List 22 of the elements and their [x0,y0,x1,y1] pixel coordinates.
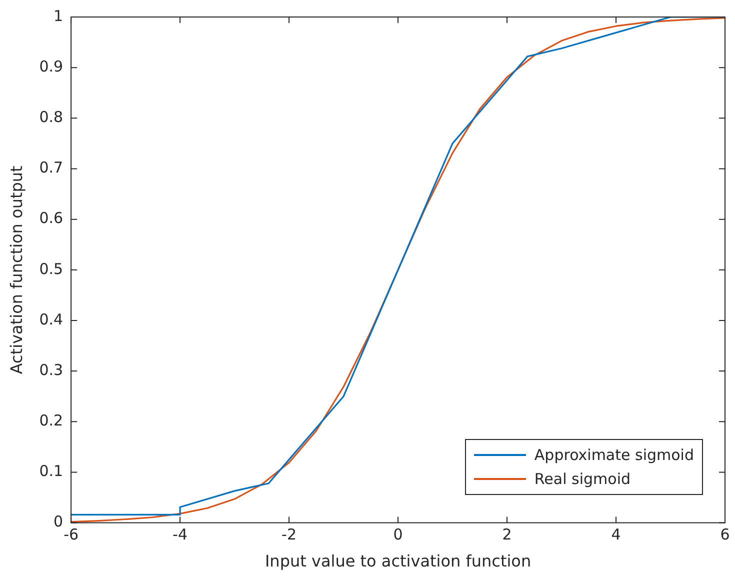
y-axis-title: Activation function output [6,166,26,374]
x-tick-label: -2 [282,526,297,544]
x-tick-label: 2 [502,526,512,544]
x-tick-label: -6 [64,526,79,544]
y-tick-label: 1 [54,6,64,25]
y-tick-label: 0.9 [39,57,64,76]
y-tick-label: 0.3 [39,360,64,379]
y-tick-label: 0 [54,512,64,531]
y-tick-label: 0.2 [39,412,64,430]
x-tick-label: -4 [172,526,188,544]
legend-label: Approximate sigmoid [534,446,694,464]
legend-label: Real sigmoid [534,470,631,488]
y-tick-label: 0.4 [39,310,64,328]
x-tick-label: 6 [720,526,730,544]
x-axis-title: Input value to activation function [264,552,532,571]
y-tick-label: 0.1 [39,462,64,480]
y-tick-label: 0.7 [39,158,64,177]
x-tick-label: 4 [611,526,621,544]
y-tick-label: 0.6 [39,209,64,228]
x-tick-label: 0 [393,526,403,544]
y-tick-label: 0.8 [39,108,64,126]
y-tick-label: 0.5 [39,260,64,278]
